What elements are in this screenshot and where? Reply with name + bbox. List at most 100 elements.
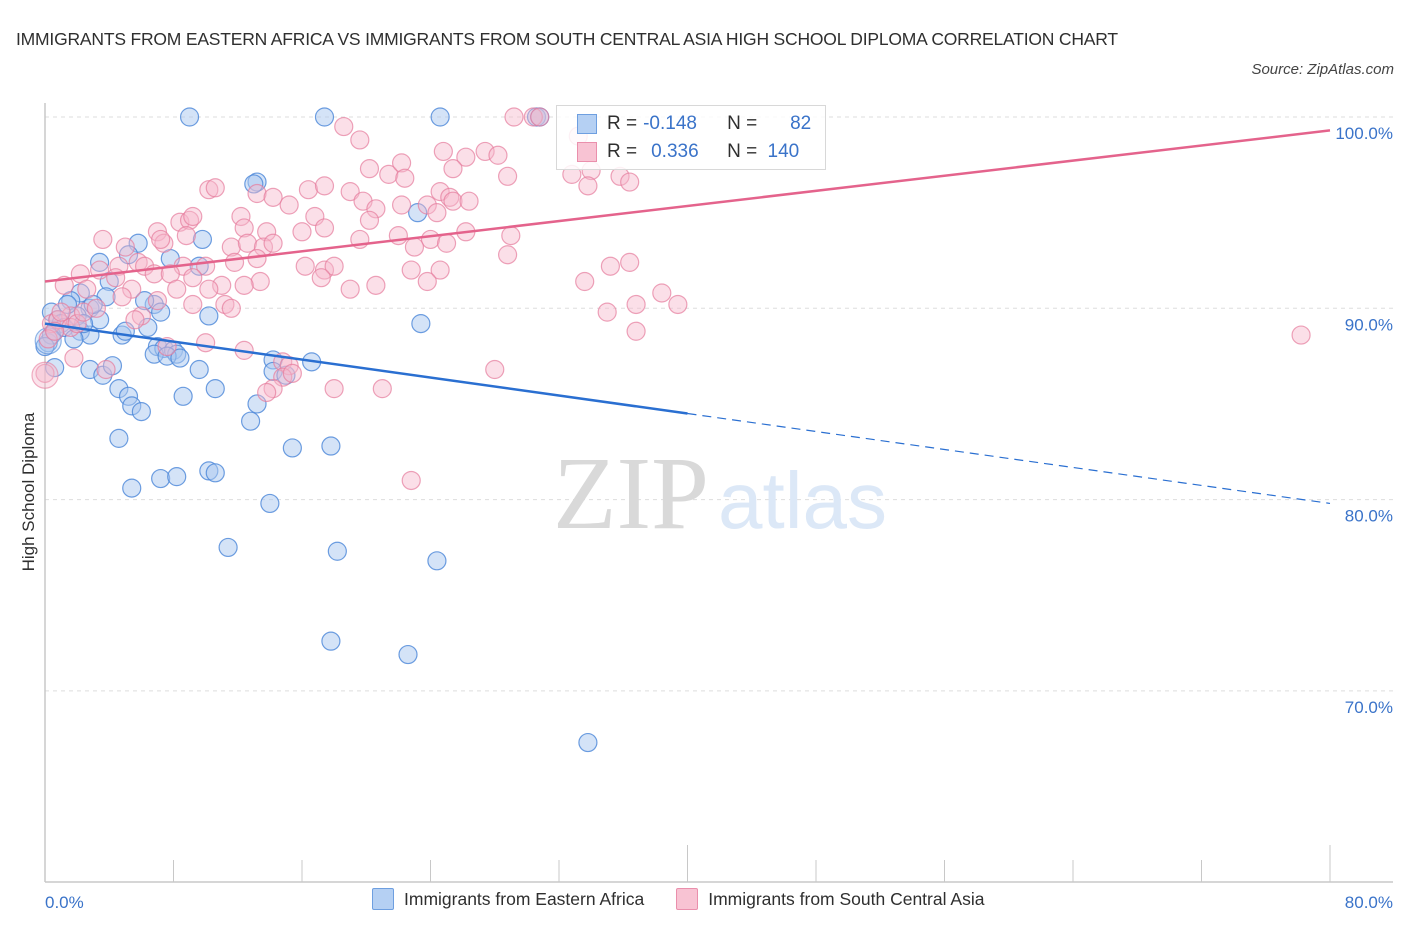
data-point-eastern-africa [151, 302, 171, 322]
r-label: R = [607, 113, 638, 134]
legend-label: Immigrants from Eastern Africa [404, 888, 645, 909]
x-tick-label-min: 0.0% [45, 893, 84, 912]
data-point-south-central-asia [433, 141, 453, 162]
data-point-south-central-asia [96, 359, 116, 380]
data-point-eastern-africa [170, 348, 190, 368]
r-value: 0.336 [651, 141, 699, 162]
legend-item-south-central-asia[interactable]: Immigrants from South Central Asia [676, 888, 984, 910]
data-point-south-central-asia [340, 279, 360, 299]
source-label: Source: ZipAtlas.com [1251, 61, 1394, 78]
data-point-south-central-asia [459, 191, 479, 211]
data-point-south-central-asia [475, 141, 495, 162]
legend-swatch-pink [577, 142, 597, 162]
data-point-eastern-africa [189, 359, 209, 380]
data-point-south-central-asia [366, 275, 386, 295]
data-point-south-central-asia [359, 159, 380, 179]
data-point-eastern-africa [578, 732, 598, 753]
data-point-south-central-asia [427, 203, 447, 223]
data-point-south-central-asia [199, 279, 219, 299]
data-point-south-central-asia [530, 107, 550, 127]
data-point-south-central-asia [430, 260, 450, 280]
data-point-eastern-africa [260, 493, 280, 514]
n-label: N = [727, 141, 758, 162]
legend-swatch-blue [372, 888, 394, 910]
legend-swatch-blue [577, 114, 597, 134]
data-point-south-central-asia [314, 176, 335, 196]
y-tick-label: 100.0% [1335, 124, 1393, 143]
data-point-south-central-asia [212, 275, 232, 295]
data-point-south-central-asia [324, 256, 344, 276]
stats-legend: R = -0.148 N = 82 R = 0.336 N = 140 [556, 105, 826, 170]
legend-swatch-pink [676, 888, 699, 910]
y-tick-label: 90.0% [1345, 315, 1393, 334]
data-point-eastern-africa [179, 107, 200, 127]
data-point-south-central-asia [498, 166, 518, 186]
y-tick-labels: 100.0% 90.0% 80.0% 70.0% [1335, 124, 1393, 717]
data-point-south-central-asia [279, 195, 299, 215]
data-point-south-central-asia [372, 379, 392, 399]
stats-legend-row-eastern-africa: R = -0.148 N = 82 [577, 111, 811, 137]
data-point-south-central-asia [1291, 325, 1311, 345]
data-point-south-central-asia [366, 199, 386, 219]
data-point-eastern-africa [173, 386, 193, 406]
data-point-south-central-asia [668, 294, 688, 315]
data-point-south-central-asia [257, 382, 277, 403]
data-point-south-central-asia [64, 348, 84, 368]
data-point-south-central-asia [151, 229, 171, 250]
series-legend: Immigrants from Eastern Africa Immigrant… [372, 888, 1016, 910]
data-point-south-central-asia [35, 363, 55, 383]
data-point-south-central-asia [436, 233, 457, 253]
data-point-south-central-asia [176, 226, 196, 246]
data-point-south-central-asia [391, 195, 412, 215]
data-point-south-central-asia [311, 268, 331, 288]
n-label: N = [727, 113, 758, 134]
data-point-south-central-asia [93, 229, 113, 250]
stats-legend-row-south-central-asia: R = 0.336 N = 140 [577, 139, 799, 165]
data-point-eastern-africa-large [34, 327, 62, 355]
data-point-south-central-asia [359, 210, 380, 230]
data-point-south-central-asia [578, 176, 598, 196]
watermark-atlas: atlas [718, 456, 887, 545]
data-point-eastern-africa [131, 402, 151, 422]
data-point-south-central-asia [420, 229, 441, 250]
data-point-south-central-asia [498, 245, 518, 265]
watermark: ZIP atlas [553, 436, 887, 551]
data-point-eastern-africa [218, 537, 238, 558]
data-point-south-central-asia-large [31, 361, 59, 389]
data-point-south-central-asia [575, 271, 595, 292]
data-point-south-central-asia [38, 329, 58, 349]
data-point-south-central-asia [504, 107, 524, 127]
data-point-south-central-asia [183, 294, 203, 315]
data-point-south-central-asia [224, 252, 245, 272]
data-point-south-central-asia [626, 321, 646, 341]
data-point-eastern-africa [430, 107, 450, 127]
data-point-south-central-asia [314, 218, 335, 238]
data-point-south-central-asia [523, 107, 543, 127]
data-point-south-central-asia [391, 153, 412, 173]
data-point-south-central-asia [600, 256, 621, 276]
data-point-south-central-asia [196, 333, 216, 353]
data-point-south-central-asia [652, 283, 672, 303]
data-point-south-central-asia [112, 287, 132, 307]
data-point-south-central-asia [620, 252, 640, 272]
data-point-eastern-africa [167, 467, 187, 487]
data-point-south-central-asia [86, 298, 107, 318]
data-point-eastern-africa [321, 436, 341, 456]
data-point-eastern-africa [199, 306, 219, 326]
data-point-south-central-asia [620, 172, 640, 192]
watermark-zip: ZIP [553, 436, 709, 551]
data-point-south-central-asia [122, 279, 142, 299]
axes [44, 103, 1393, 883]
data-point-eastern-africa [314, 107, 335, 127]
data-point-south-central-asia [234, 275, 254, 295]
data-point-eastern-africa [192, 229, 213, 250]
legend-label: Immigrants from South Central Asia [708, 888, 985, 909]
data-point-south-central-asia [626, 294, 646, 315]
data-point-eastern-africa [64, 329, 84, 349]
data-point-south-central-asia [443, 159, 463, 179]
data-point-south-central-asia [282, 363, 302, 383]
data-point-south-central-asia [488, 145, 508, 165]
legend-item-eastern-africa[interactable]: Immigrants from Eastern Africa [372, 888, 644, 910]
series-south-central-asia-points [31, 107, 1311, 491]
